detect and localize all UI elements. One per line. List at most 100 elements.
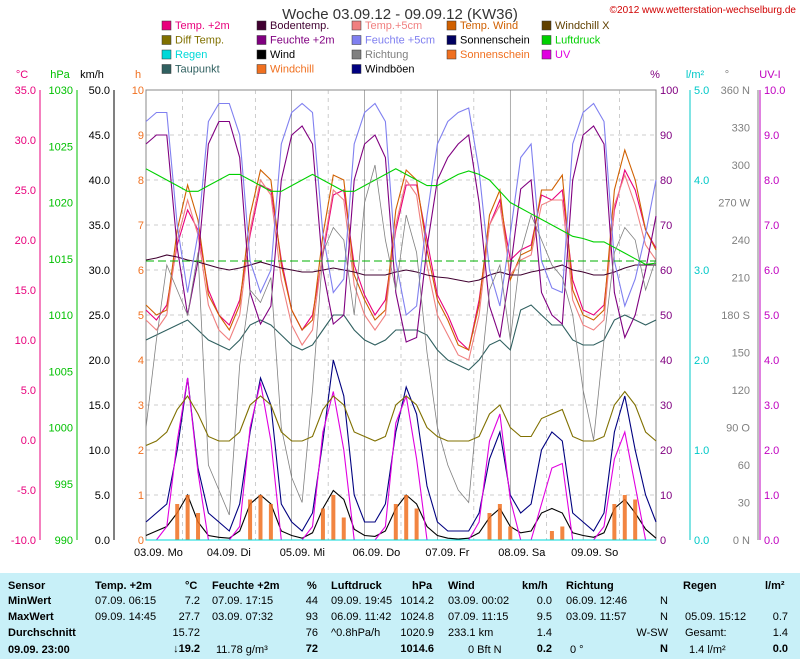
axis-unit-label: h: [135, 69, 141, 81]
legend-swatch: [256, 64, 267, 74]
axis-tick-label-direction: 360 N: [721, 85, 750, 97]
dir-avg: W-SW: [636, 627, 668, 639]
series-line-taupunkt: [145, 304, 657, 371]
axis-tick-label-hours: 2: [138, 445, 144, 457]
legend-label: Taupunkt: [175, 64, 220, 76]
press-max-value: 1024.8: [400, 611, 434, 623]
axis-tick-label-temp: 30.0: [15, 135, 36, 147]
axis-tick-label-humidity: 40: [660, 355, 672, 367]
axis-tick-label-wind: 30.0: [89, 265, 110, 277]
sunshine-bar: [497, 504, 502, 540]
legend-swatch: [351, 20, 362, 31]
hdr-rain-unit: l/m²: [765, 580, 785, 592]
axis-tick-label-humidity: 30: [660, 400, 672, 412]
axis-tick-label-humidity: 100: [660, 85, 678, 97]
legend-label: Temp. Wind: [460, 20, 518, 32]
press-now: 1014.6: [400, 643, 434, 655]
axis-tick-label-temp: -5.0: [17, 485, 36, 497]
rain-total: 1.4: [772, 627, 788, 639]
hum-max-value: 93: [305, 611, 318, 623]
sunshine-bar: [258, 495, 263, 540]
axis-tick-label-uv: 2.0: [764, 445, 779, 457]
legend-label: UV: [555, 49, 571, 61]
hum-avg: 76: [305, 627, 318, 639]
axis-tick-label-wind: 25.0: [89, 310, 110, 322]
axis-tick-label-direction: 90 O: [726, 423, 750, 435]
copyright: ©2012 www.wetterstation-wechselburg.de: [610, 5, 797, 16]
axis-tick-label-humidity: 70: [660, 220, 672, 232]
hum-min-value: 44: [305, 595, 318, 607]
row-max-label: MaxWert: [8, 611, 54, 623]
hdr-sensor: Sensor: [8, 580, 46, 592]
legend-label: Windchill X: [555, 20, 610, 32]
x-tick-label: 05.09. Mi: [280, 547, 325, 559]
sunshine-bar: [341, 517, 346, 540]
axis-tick-label-temp: 10.0: [15, 335, 36, 347]
axis-tick-label-wind: 0.0: [95, 535, 110, 547]
temp-min-time: 07.09. 06:15: [95, 595, 157, 607]
sunshine-bar: [248, 499, 253, 540]
legend-label: Diff Temp.: [175, 35, 224, 47]
axis-tick-label-pressure: 1015: [49, 254, 73, 266]
axis-tick-label-hours: 1: [138, 490, 144, 502]
wind-distance: 233.1 km: [448, 627, 494, 639]
axis-tick-label-hours: 6: [138, 265, 144, 277]
legend-label: Feuchte +5cm: [365, 35, 435, 47]
axis-tick-label-direction: 150: [732, 348, 750, 360]
sunshine-bar: [487, 513, 492, 540]
axis-tick-label-uv: 10.0: [764, 85, 785, 97]
press-min-value: 1014.2: [400, 595, 434, 607]
axis-tick-label-temp: 35.0: [15, 85, 36, 97]
legend-label: Feuchte +2m: [270, 35, 335, 47]
legend-label: Regen: [175, 49, 207, 61]
axis-tick-label-wind: 45.0: [89, 130, 110, 142]
axis-tick-label-direction: 240: [732, 235, 750, 247]
x-tick-label: 06.09. Do: [353, 547, 401, 559]
hdr-wind-unit: km/h: [522, 580, 548, 592]
x-tick-label: 04.09. Di: [207, 547, 251, 559]
temp-max-value: 27.7: [178, 611, 200, 623]
dir-min-time: 06.09. 12:46: [566, 595, 628, 607]
legend-swatch: [256, 35, 267, 45]
legend-swatch: [446, 35, 457, 45]
legend-swatch: [541, 49, 552, 60]
series-line-temp-wind: [145, 148, 657, 351]
series-line-temp-5cm: [145, 173, 657, 361]
axis-tick-label-rain: 5.0: [694, 85, 709, 97]
rain-total-label: Gesamt:: [685, 627, 727, 639]
wind-max-time: 07.09. 11:15: [448, 611, 509, 623]
wind-min-value: 0.0: [536, 595, 552, 607]
axis-tick-label-hours: 10: [132, 85, 144, 97]
axis-tick-label-pressure: 990: [55, 535, 73, 547]
hum-min-time: 07.09. 17:15: [212, 595, 274, 607]
legend-swatch: [161, 49, 172, 60]
rain-rate: 1.4 l/m²: [689, 644, 726, 656]
dir-max-value: N: [660, 611, 668, 623]
axis-tick-label-hours: 4: [138, 355, 144, 367]
series-line-feuchte-5cm: [145, 102, 657, 317]
series-line-richtung: [145, 164, 657, 516]
sunshine-bar: [320, 508, 325, 540]
sunshine-bar: [196, 513, 201, 540]
axis-tick-label-pressure: 1010: [49, 310, 73, 322]
axis-unit-label: km/h: [80, 69, 104, 81]
axis-tick-label-direction: 60: [738, 460, 750, 472]
sunshine-bar: [414, 508, 419, 540]
axis-tick-label-temp: 0.0: [21, 435, 36, 447]
hdr-temp-unit: °C: [185, 580, 198, 592]
rain-now: 0.0: [772, 643, 788, 655]
axis-unit-label: °C: [16, 69, 28, 81]
axis-tick-label-wind: 10.0: [89, 445, 110, 457]
legend-swatch: [256, 49, 267, 60]
dir-deg: 0 °: [570, 644, 584, 656]
legend-label: Windböen: [365, 64, 415, 76]
rain-max-time: 05.09. 15:12: [685, 611, 747, 623]
axis-tick-label-direction: 120: [732, 385, 750, 397]
sunshine-bar: [268, 504, 273, 540]
legend-label: Windchill: [270, 64, 314, 76]
sunshine-bar: [185, 495, 190, 540]
hdr-dir: Richtung: [566, 580, 614, 592]
legend-label: Sonnenschein: [460, 35, 530, 47]
axis-tick-label-hours: 8: [138, 175, 144, 187]
temp-now: ↓19.2: [173, 643, 200, 655]
